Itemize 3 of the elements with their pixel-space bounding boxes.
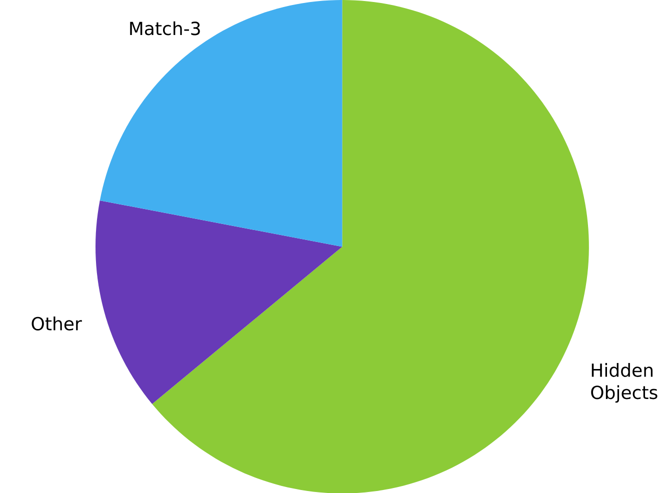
slice-label: Hidden Objects: [591, 362, 658, 402]
slice-label: Match-3: [130, 21, 200, 36]
slice-label: Other: [32, 316, 82, 330]
